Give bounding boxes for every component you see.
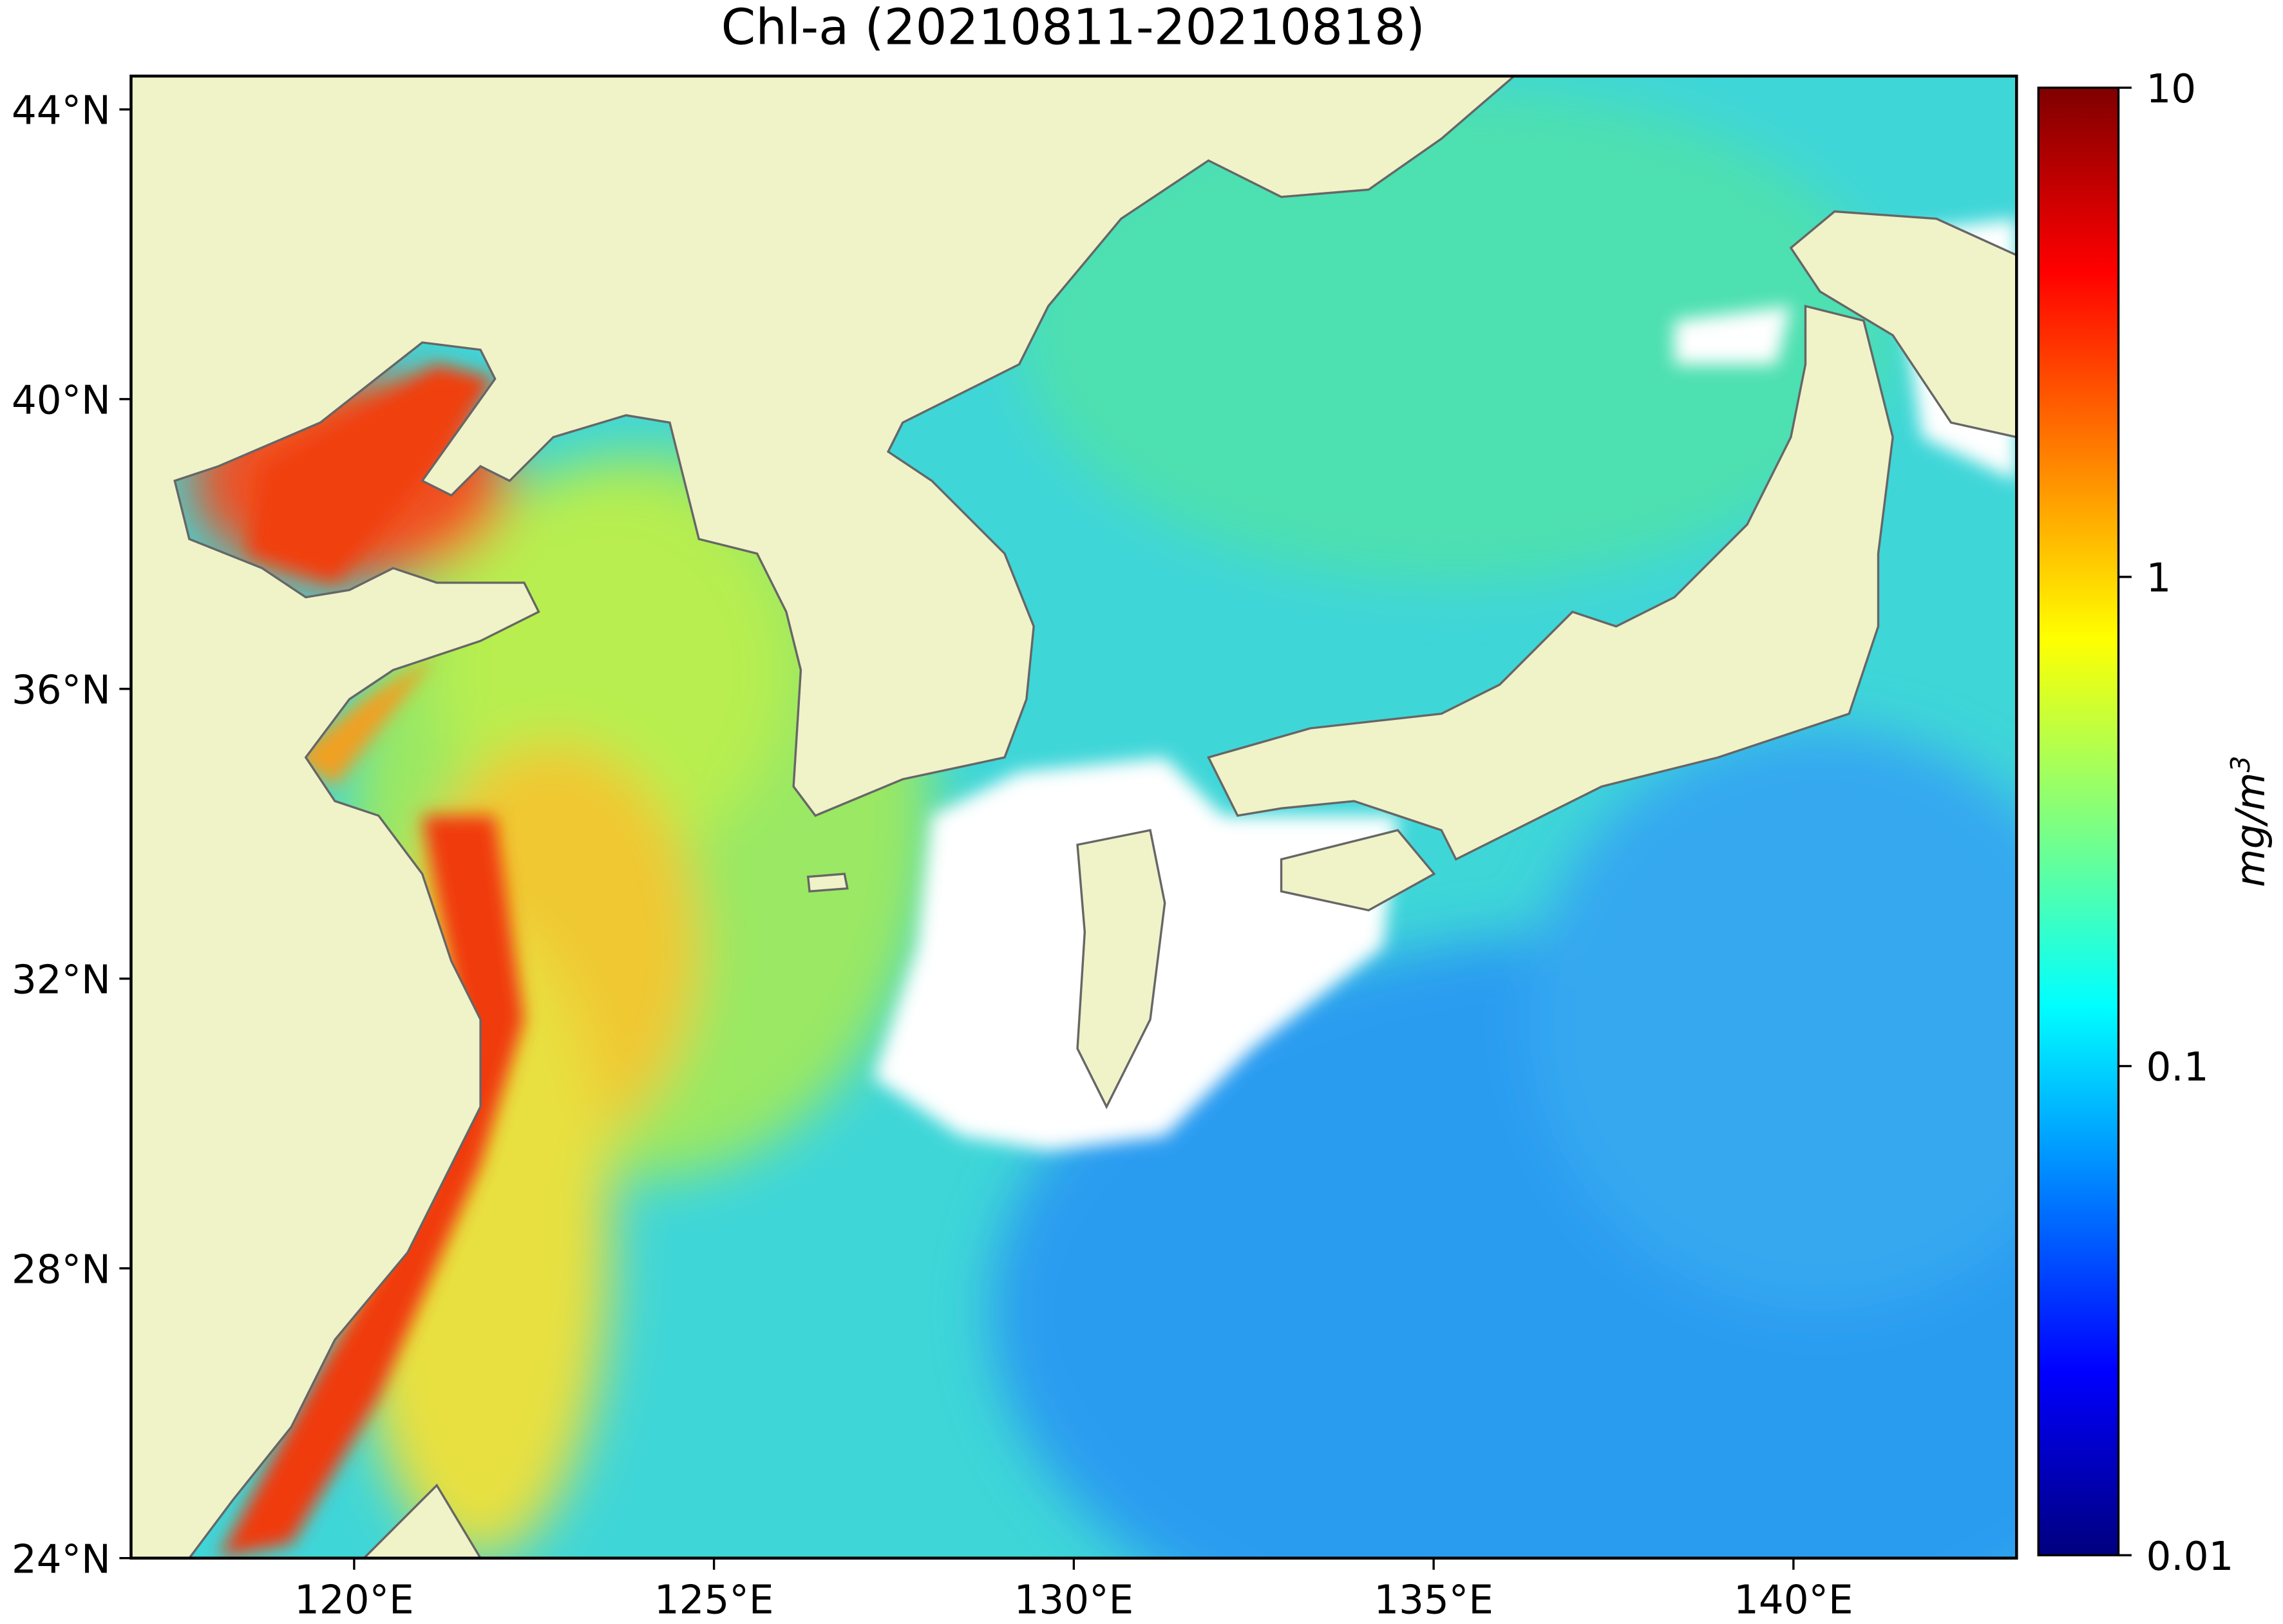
- coastal-bloom: [218, 364, 524, 1558]
- x-tick-label: 135°E: [1374, 1578, 1493, 1623]
- land: [131, 76, 2017, 1558]
- map: [131, 76, 2017, 1558]
- y-tick-label: 36°N: [12, 667, 111, 713]
- colorbar-tick-label: 1: [2146, 555, 2171, 601]
- y-tick-label: 40°N: [12, 377, 111, 423]
- x-tick-label: 120°E: [294, 1578, 414, 1623]
- x-tick-label: 130°E: [1014, 1578, 1134, 1623]
- x-tick-label: 125°E: [654, 1578, 774, 1623]
- colorbar-tick-label: 0.1: [2146, 1044, 2208, 1090]
- colorbar-unit-exponent: 3: [2225, 756, 2256, 773]
- y-tick-label: 24°N: [12, 1536, 111, 1582]
- colorbar-unit: mg/m: [2228, 773, 2274, 887]
- y-tick-label: 44°N: [12, 88, 111, 133]
- map-title: Chl-a (20210811-20210818): [721, 0, 1425, 56]
- colorbar-tick-label: 10: [2146, 66, 2196, 112]
- colorbar-tick-label: 0.01: [2146, 1534, 2233, 1580]
- x-tick-label: 140°E: [1734, 1578, 1853, 1623]
- colorbar-label: mg/m3: [2225, 756, 2274, 887]
- y-tick-label: 32°N: [12, 957, 111, 1003]
- colorbar: [2037, 86, 2120, 1556]
- y-tick-label: 28°N: [12, 1247, 111, 1292]
